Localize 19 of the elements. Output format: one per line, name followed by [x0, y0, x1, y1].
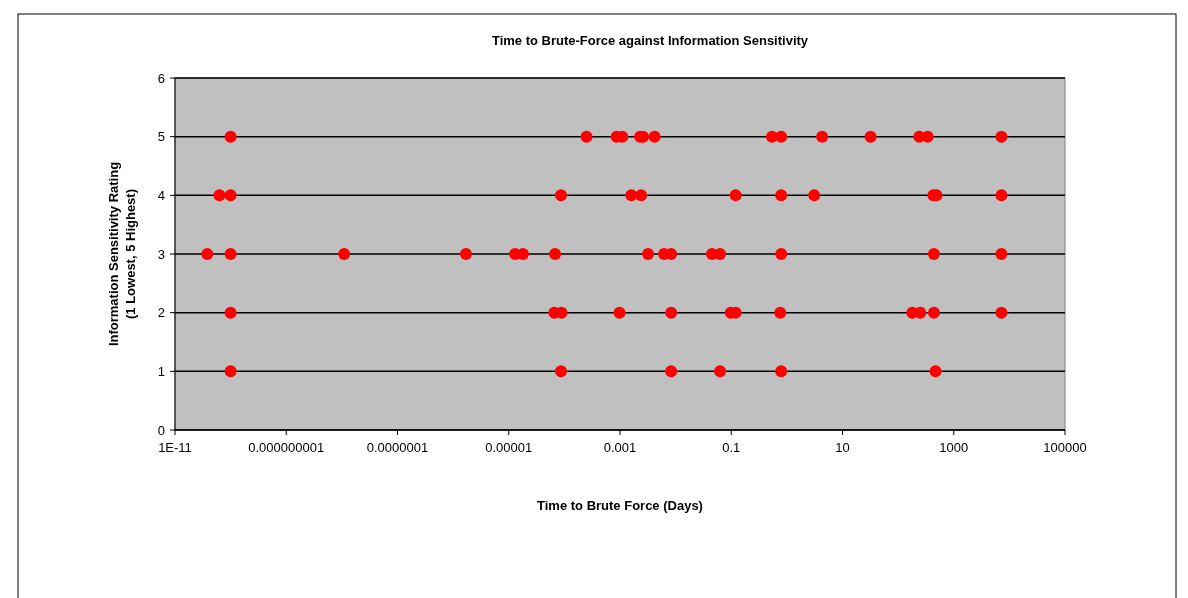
- x-tick-label: 0.0000001: [366, 440, 429, 455]
- x-tick-label: 0.000000001: [248, 440, 325, 455]
- x-tick-label: 100000: [1043, 440, 1087, 455]
- x-tick-label: 0.001: [603, 440, 637, 455]
- chart-title: Time to Brute-Force against Information Sensitivity: [491, 33, 809, 48]
- y-tick-label: 0: [157, 422, 165, 438]
- y-tick-label: 4: [157, 187, 165, 203]
- y-axis-title: Information Sensitivity Rating (1 Lowest, 5 Highest): [106, 161, 138, 347]
- y-tick-label: 5: [157, 129, 165, 145]
- x-axis-title: Time to Brute Force (Days): [537, 498, 703, 513]
- x-tick-label: 1E-11: [158, 440, 192, 455]
- x-tick-label: 0.00001: [485, 440, 533, 455]
- x-tick-label: 0.1: [722, 440, 741, 455]
- y-tick-label: 6: [157, 70, 165, 86]
- y-tick-label: 2: [157, 305, 165, 321]
- x-tick-label: 10: [835, 440, 850, 455]
- x-tick-label: 1000: [939, 440, 969, 455]
- y-tick-label: 3: [157, 246, 165, 262]
- y-tick-label: 1: [157, 363, 165, 379]
